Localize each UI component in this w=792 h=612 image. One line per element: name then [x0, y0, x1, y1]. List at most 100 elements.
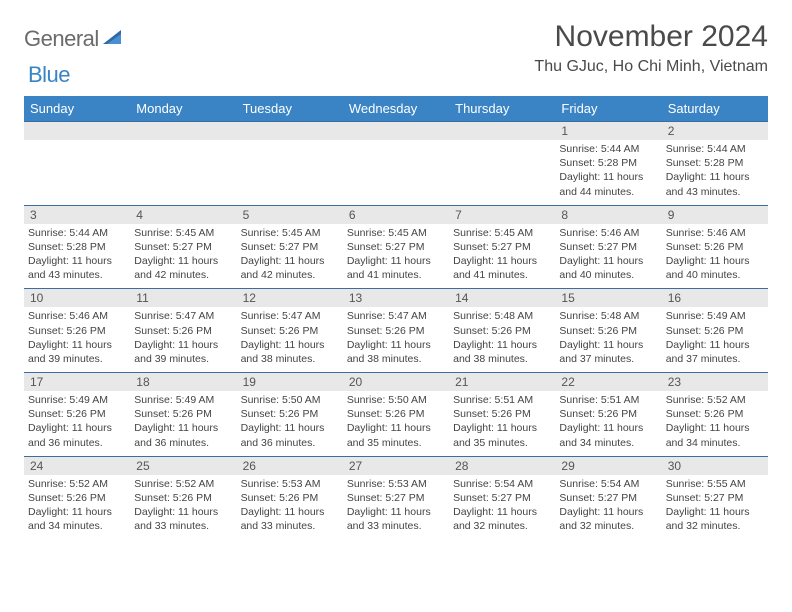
sunrise-text: Sunrise: 5:46 AM	[666, 226, 764, 240]
day-details: Sunrise: 5:53 AMSunset: 5:26 PMDaylight:…	[237, 475, 343, 540]
day-details: Sunrise: 5:51 AMSunset: 5:26 PMDaylight:…	[449, 391, 555, 456]
day-number: 21	[449, 373, 555, 391]
sunset-text: Sunset: 5:27 PM	[453, 491, 551, 505]
daylight-text: Daylight: 11 hours and 40 minutes.	[559, 254, 657, 282]
daylight-text: Daylight: 11 hours and 35 minutes.	[453, 421, 551, 449]
sunrise-text: Sunrise: 5:46 AM	[28, 309, 126, 323]
sunset-text: Sunset: 5:26 PM	[134, 407, 232, 421]
daylight-text: Daylight: 11 hours and 32 minutes.	[666, 505, 764, 533]
day-number: 12	[237, 289, 343, 307]
week-row: 3Sunrise: 5:44 AMSunset: 5:28 PMDaylight…	[24, 205, 768, 289]
sunrise-text: Sunrise: 5:53 AM	[241, 477, 339, 491]
sunrise-text: Sunrise: 5:48 AM	[453, 309, 551, 323]
day-details: Sunrise: 5:55 AMSunset: 5:27 PMDaylight:…	[662, 475, 768, 540]
brand-logo: General	[24, 26, 127, 52]
day-details: Sunrise: 5:45 AMSunset: 5:27 PMDaylight:…	[237, 224, 343, 289]
day-details: Sunrise: 5:52 AMSunset: 5:26 PMDaylight:…	[662, 391, 768, 456]
daylight-text: Daylight: 11 hours and 32 minutes.	[453, 505, 551, 533]
sunset-text: Sunset: 5:27 PM	[666, 491, 764, 505]
sunset-text: Sunset: 5:27 PM	[559, 240, 657, 254]
day-details	[237, 140, 343, 196]
sunset-text: Sunset: 5:26 PM	[559, 324, 657, 338]
day-cell: 27Sunrise: 5:53 AMSunset: 5:27 PMDayligh…	[343, 456, 449, 539]
day-details: Sunrise: 5:47 AMSunset: 5:26 PMDaylight:…	[343, 307, 449, 372]
day-cell: 7 Sunrise: 5:45 AMSunset: 5:27 PMDaylight…	[449, 205, 555, 289]
daylight-text: Daylight: 11 hours and 42 minutes.	[241, 254, 339, 282]
sunrise-text: Sunrise: 5:45 AM	[134, 226, 232, 240]
day-number: 26	[237, 457, 343, 475]
day-details: Sunrise: 5:46 AMSunset: 5:26 PMDaylight:…	[662, 224, 768, 289]
day-details: Sunrise: 5:49 AMSunset: 5:26 PMDaylight:…	[662, 307, 768, 372]
sunrise-text: Sunrise: 5:51 AM	[453, 393, 551, 407]
daylight-text: Daylight: 11 hours and 32 minutes.	[559, 505, 657, 533]
dayhead-sat: Saturday	[662, 96, 768, 122]
sunrise-text: Sunrise: 5:46 AM	[559, 226, 657, 240]
sunset-text: Sunset: 5:28 PM	[28, 240, 126, 254]
sunrise-text: Sunrise: 5:47 AM	[347, 309, 445, 323]
day-details: Sunrise: 5:52 AMSunset: 5:26 PMDaylight:…	[24, 475, 130, 540]
daylight-text: Daylight: 11 hours and 43 minutes.	[28, 254, 126, 282]
brand-part1: General	[24, 26, 99, 52]
day-details: Sunrise: 5:54 AMSunset: 5:27 PMDaylight:…	[449, 475, 555, 540]
daylight-text: Daylight: 11 hours and 41 minutes.	[453, 254, 551, 282]
sunrise-text: Sunrise: 5:49 AM	[28, 393, 126, 407]
sunrise-text: Sunrise: 5:50 AM	[347, 393, 445, 407]
day-number: 11	[130, 289, 236, 307]
day-number: 7	[449, 206, 555, 224]
day-cell: 9Sunrise: 5:46 AMSunset: 5:26 PMDaylight…	[662, 205, 768, 289]
day-details: Sunrise: 5:47 AMSunset: 5:26 PMDaylight:…	[237, 307, 343, 372]
day-cell: 15Sunrise: 5:48 AMSunset: 5:26 PMDayligh…	[555, 289, 661, 373]
day-details: Sunrise: 5:46 AMSunset: 5:26 PMDaylight:…	[24, 307, 130, 372]
daylight-text: Daylight: 11 hours and 36 minutes.	[28, 421, 126, 449]
day-cell: 1Sunrise: 5:44 AMSunset: 5:28 PMDaylight…	[555, 122, 661, 206]
day-details: Sunrise: 5:48 AMSunset: 5:26 PMDaylight:…	[555, 307, 661, 372]
dayhead-mon: Monday	[130, 96, 236, 122]
day-number: 27	[343, 457, 449, 475]
daylight-text: Daylight: 11 hours and 42 minutes.	[134, 254, 232, 282]
daylight-text: Daylight: 11 hours and 39 minutes.	[28, 338, 126, 366]
day-cell: 25Sunrise: 5:52 AMSunset: 5:26 PMDayligh…	[130, 456, 236, 539]
day-cell: 18Sunrise: 5:49 AMSunset: 5:26 PMDayligh…	[130, 373, 236, 457]
day-number: 16	[662, 289, 768, 307]
day-cell: 30Sunrise: 5:55 AMSunset: 5:27 PMDayligh…	[662, 456, 768, 539]
daylight-text: Daylight: 11 hours and 38 minutes.	[241, 338, 339, 366]
day-number: 3	[24, 206, 130, 224]
daylight-text: Daylight: 11 hours and 34 minutes.	[28, 505, 126, 533]
day-details: Sunrise: 5:48 AMSunset: 5:26 PMDaylight:…	[449, 307, 555, 372]
day-details: Sunrise: 5:50 AMSunset: 5:26 PMDaylight:…	[237, 391, 343, 456]
daylight-text: Daylight: 11 hours and 37 minutes.	[666, 338, 764, 366]
day-cell: 16Sunrise: 5:49 AMSunset: 5:26 PMDayligh…	[662, 289, 768, 373]
sunrise-text: Sunrise: 5:53 AM	[347, 477, 445, 491]
week-row: 24Sunrise: 5:52 AMSunset: 5:26 PMDayligh…	[24, 456, 768, 539]
day-cell: 11Sunrise: 5:47 AMSunset: 5:26 PMDayligh…	[130, 289, 236, 373]
day-cell: 13Sunrise: 5:47 AMSunset: 5:26 PMDayligh…	[343, 289, 449, 373]
day-cell	[130, 122, 236, 206]
day-number: 9	[662, 206, 768, 224]
sunrise-text: Sunrise: 5:50 AM	[241, 393, 339, 407]
sunset-text: Sunset: 5:26 PM	[134, 491, 232, 505]
sunset-text: Sunset: 5:27 PM	[453, 240, 551, 254]
sunrise-text: Sunrise: 5:45 AM	[453, 226, 551, 240]
day-number: 19	[237, 373, 343, 391]
sunset-text: Sunset: 5:26 PM	[134, 324, 232, 338]
day-details: Sunrise: 5:49 AMSunset: 5:26 PMDaylight:…	[130, 391, 236, 456]
day-details	[449, 140, 555, 196]
sunset-text: Sunset: 5:26 PM	[347, 324, 445, 338]
sunset-text: Sunset: 5:26 PM	[241, 407, 339, 421]
sunrise-text: Sunrise: 5:48 AM	[559, 309, 657, 323]
day-number: 5	[237, 206, 343, 224]
day-details: Sunrise: 5:49 AMSunset: 5:26 PMDaylight:…	[24, 391, 130, 456]
sunset-text: Sunset: 5:27 PM	[347, 240, 445, 254]
sunset-text: Sunset: 5:27 PM	[241, 240, 339, 254]
day-details: Sunrise: 5:54 AMSunset: 5:27 PMDaylight:…	[555, 475, 661, 540]
day-details: Sunrise: 5:51 AMSunset: 5:26 PMDaylight:…	[555, 391, 661, 456]
dayhead-sun: Sunday	[24, 96, 130, 122]
day-cell: 17Sunrise: 5:49 AMSunset: 5:26 PMDayligh…	[24, 373, 130, 457]
day-number: 8	[555, 206, 661, 224]
daylight-text: Daylight: 11 hours and 34 minutes.	[666, 421, 764, 449]
sunset-text: Sunset: 5:28 PM	[666, 156, 764, 170]
day-cell: 22Sunrise: 5:51 AMSunset: 5:26 PMDayligh…	[555, 373, 661, 457]
sunset-text: Sunset: 5:27 PM	[559, 491, 657, 505]
sunset-text: Sunset: 5:26 PM	[241, 324, 339, 338]
sunset-text: Sunset: 5:26 PM	[559, 407, 657, 421]
